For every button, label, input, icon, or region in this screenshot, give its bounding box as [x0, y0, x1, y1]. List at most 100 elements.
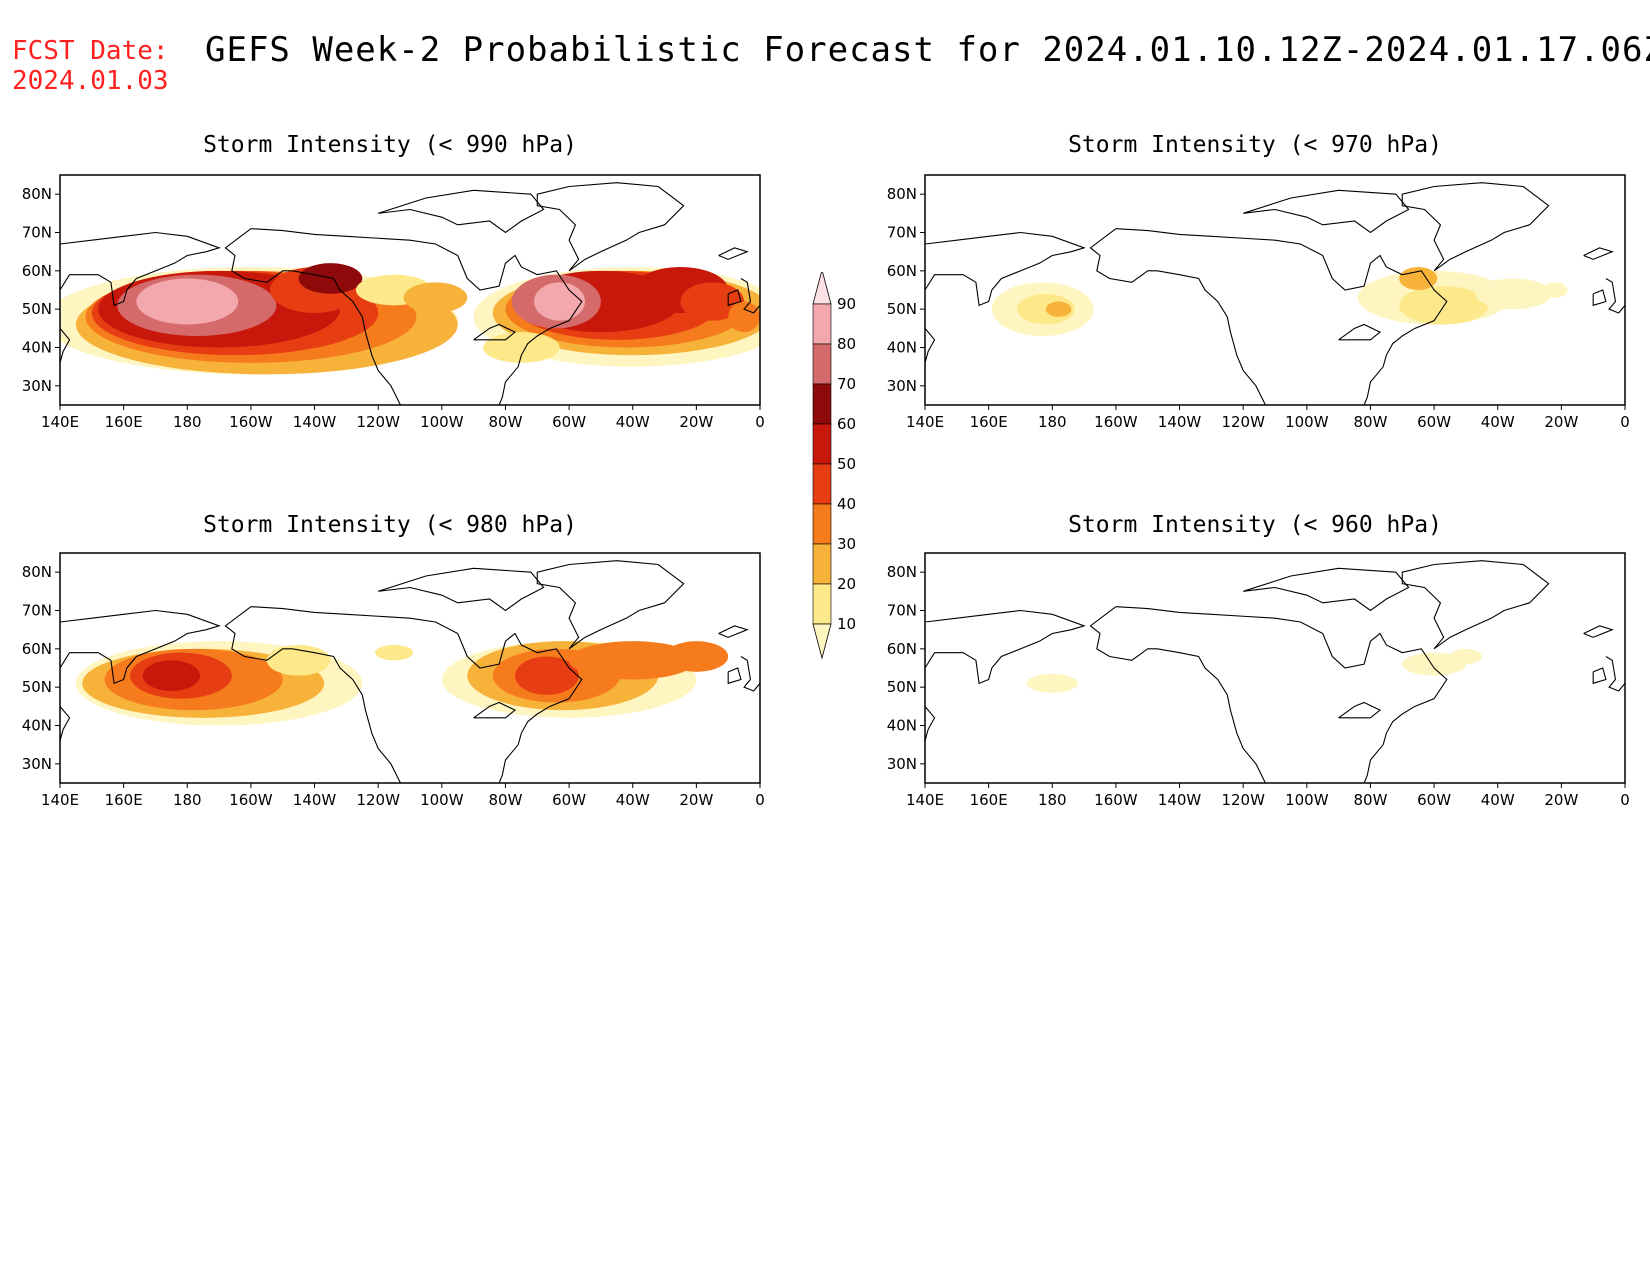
lon-label: 80W [488, 413, 522, 431]
map-frame [59, 552, 761, 784]
lon-label: 0 [755, 413, 765, 431]
lat-label: 60N [887, 262, 917, 280]
fcst-date-value: 2024.01.03 [12, 66, 169, 96]
lon-label: 140E [906, 413, 944, 431]
coastline [60, 705, 71, 743]
probability-cell [403, 282, 468, 313]
probability-cell [483, 332, 560, 363]
lon-label: 160W [229, 791, 273, 809]
coastlines [60, 560, 760, 783]
probability-cell [1450, 648, 1482, 665]
coastline [250, 228, 583, 405]
coastline [718, 247, 749, 260]
lon-label: 120W [356, 791, 400, 809]
probability-cell [142, 660, 200, 691]
lon-label: 160E [105, 413, 143, 431]
lat-label: 40N [887, 717, 917, 735]
lat-label: 40N [22, 717, 52, 735]
lat-label: 60N [22, 640, 52, 658]
lon-label: 40W [1481, 413, 1515, 431]
lat-label: 70N [887, 224, 917, 242]
lon-label: 100W [420, 791, 464, 809]
probability-shading [991, 267, 1568, 336]
panel-title-990: Storm Intensity (< 990 hPa) [203, 132, 577, 158]
colorbar-segment [812, 383, 832, 425]
lat-label: 30N [887, 377, 917, 395]
lon-label: 40W [616, 791, 650, 809]
coastlines [925, 182, 1625, 405]
map-panel-990: 80N 70N 60N 50N 40N 30N 140E 160E 180 160W 140W 120… [22, 174, 765, 431]
lon-label: 120W [1221, 791, 1265, 809]
lon-label: 0 [1620, 413, 1630, 431]
lon-label: 180 [173, 413, 202, 431]
lon-label: 40W [1481, 791, 1515, 809]
lon-label: 60W [1417, 413, 1451, 431]
coastline [1401, 560, 1550, 650]
coastline [925, 609, 1086, 685]
colorbar-segment [812, 423, 832, 465]
lat-label: 80N [22, 185, 52, 203]
coastline [740, 278, 760, 314]
colorbar-segment [812, 343, 832, 385]
lat-label: 50N [887, 300, 917, 318]
lon-label: 80W [1353, 413, 1387, 431]
coastline [1592, 289, 1607, 307]
lat-label: 60N [22, 262, 52, 280]
lat-label: 50N [22, 678, 52, 696]
coastline [718, 625, 749, 638]
lon-label: 0 [755, 791, 765, 809]
colorbar-segment [812, 503, 832, 545]
colorbar-label: 80 [837, 335, 856, 353]
lat-label: 80N [22, 563, 52, 581]
colorbar-label: 70 [837, 375, 856, 393]
coastline [1583, 247, 1614, 260]
colorbar-label: 30 [837, 535, 856, 553]
lon-label: 180 [1038, 791, 1067, 809]
probability-cell [1399, 267, 1438, 290]
coastline [1115, 228, 1448, 405]
coastline [536, 560, 685, 650]
lon-label: 20W [679, 791, 713, 809]
map-panel-970: 80N 70N 60N 50N 40N 30N 140E 160E 180 160W 140W 120… [887, 174, 1630, 431]
colorbar-segment [812, 463, 832, 505]
probability-cell [569, 641, 697, 680]
lon-label: 180 [1038, 413, 1067, 431]
lon-label: 160E [970, 413, 1008, 431]
coastline [727, 667, 742, 685]
panel-title-970: Storm Intensity (< 970 hPa) [1068, 132, 1442, 158]
lon-label: 140W [293, 413, 337, 431]
lon-label: 40W [616, 413, 650, 431]
coastline [1089, 606, 1266, 783]
lon-label: 160W [1094, 791, 1138, 809]
lat-label: 50N [22, 300, 52, 318]
colorbar-segment [812, 543, 832, 585]
coastline [1605, 656, 1625, 692]
lon-label: 140E [906, 791, 944, 809]
lat-label: 70N [22, 602, 52, 620]
map-panel-960: 80N 70N 60N 50N 40N 30N 140E 160E 180 160W 140W 120… [887, 552, 1630, 809]
coastline [925, 231, 1086, 307]
coastline [60, 231, 221, 307]
lat-label: 30N [22, 755, 52, 773]
colorbar-segment [812, 583, 832, 625]
colorbar-label: 10 [837, 615, 856, 633]
coastline [224, 228, 401, 405]
coastline [378, 567, 545, 612]
lat-label: 80N [887, 185, 917, 203]
coastline [1089, 228, 1266, 405]
lon-label: 140W [1158, 413, 1202, 431]
coastline [473, 701, 517, 719]
lat-label: 40N [887, 339, 917, 357]
lon-label: 80W [488, 791, 522, 809]
probability-cell [534, 282, 586, 321]
coastline [224, 606, 401, 783]
probability-cell [298, 263, 363, 294]
colorbar-label: 90 [837, 295, 856, 313]
lon-label: 100W [1285, 791, 1329, 809]
probability-cell [664, 641, 729, 672]
lat-label: 30N [887, 755, 917, 773]
colorbar-extend-min [812, 623, 832, 660]
lat-label: 70N [887, 602, 917, 620]
lat-label: 40N [22, 339, 52, 357]
lon-label: 20W [1544, 791, 1578, 809]
